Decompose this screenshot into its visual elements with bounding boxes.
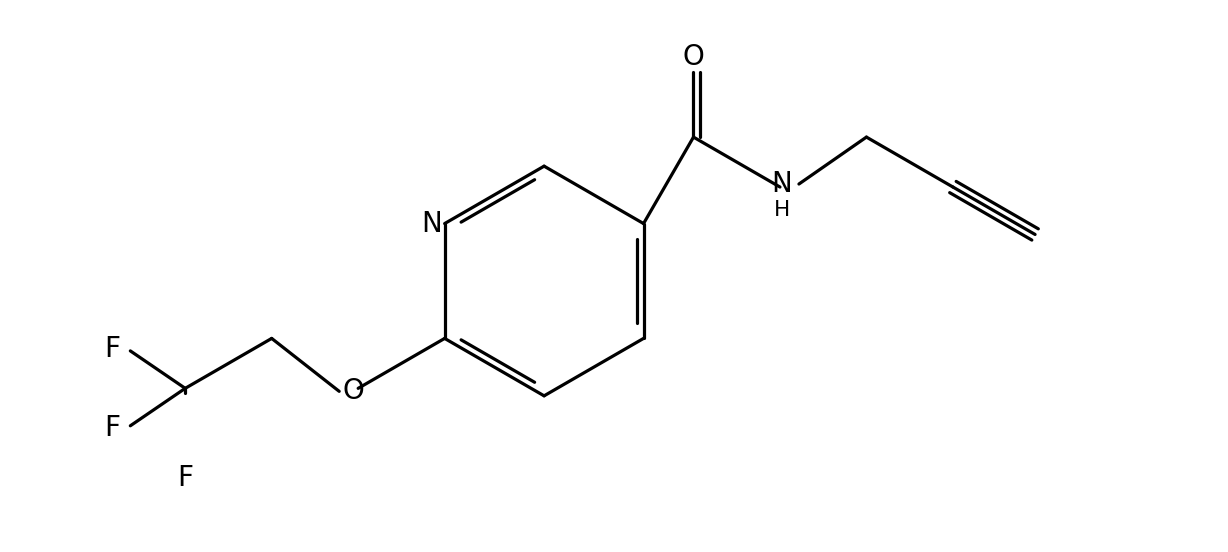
Text: O: O bbox=[343, 378, 363, 405]
Text: F: F bbox=[177, 464, 193, 492]
Text: F: F bbox=[104, 414, 120, 442]
Text: H: H bbox=[774, 200, 790, 220]
Text: N: N bbox=[771, 170, 792, 198]
Text: N: N bbox=[421, 210, 442, 237]
Text: O: O bbox=[683, 43, 705, 71]
Text: F: F bbox=[104, 335, 120, 363]
